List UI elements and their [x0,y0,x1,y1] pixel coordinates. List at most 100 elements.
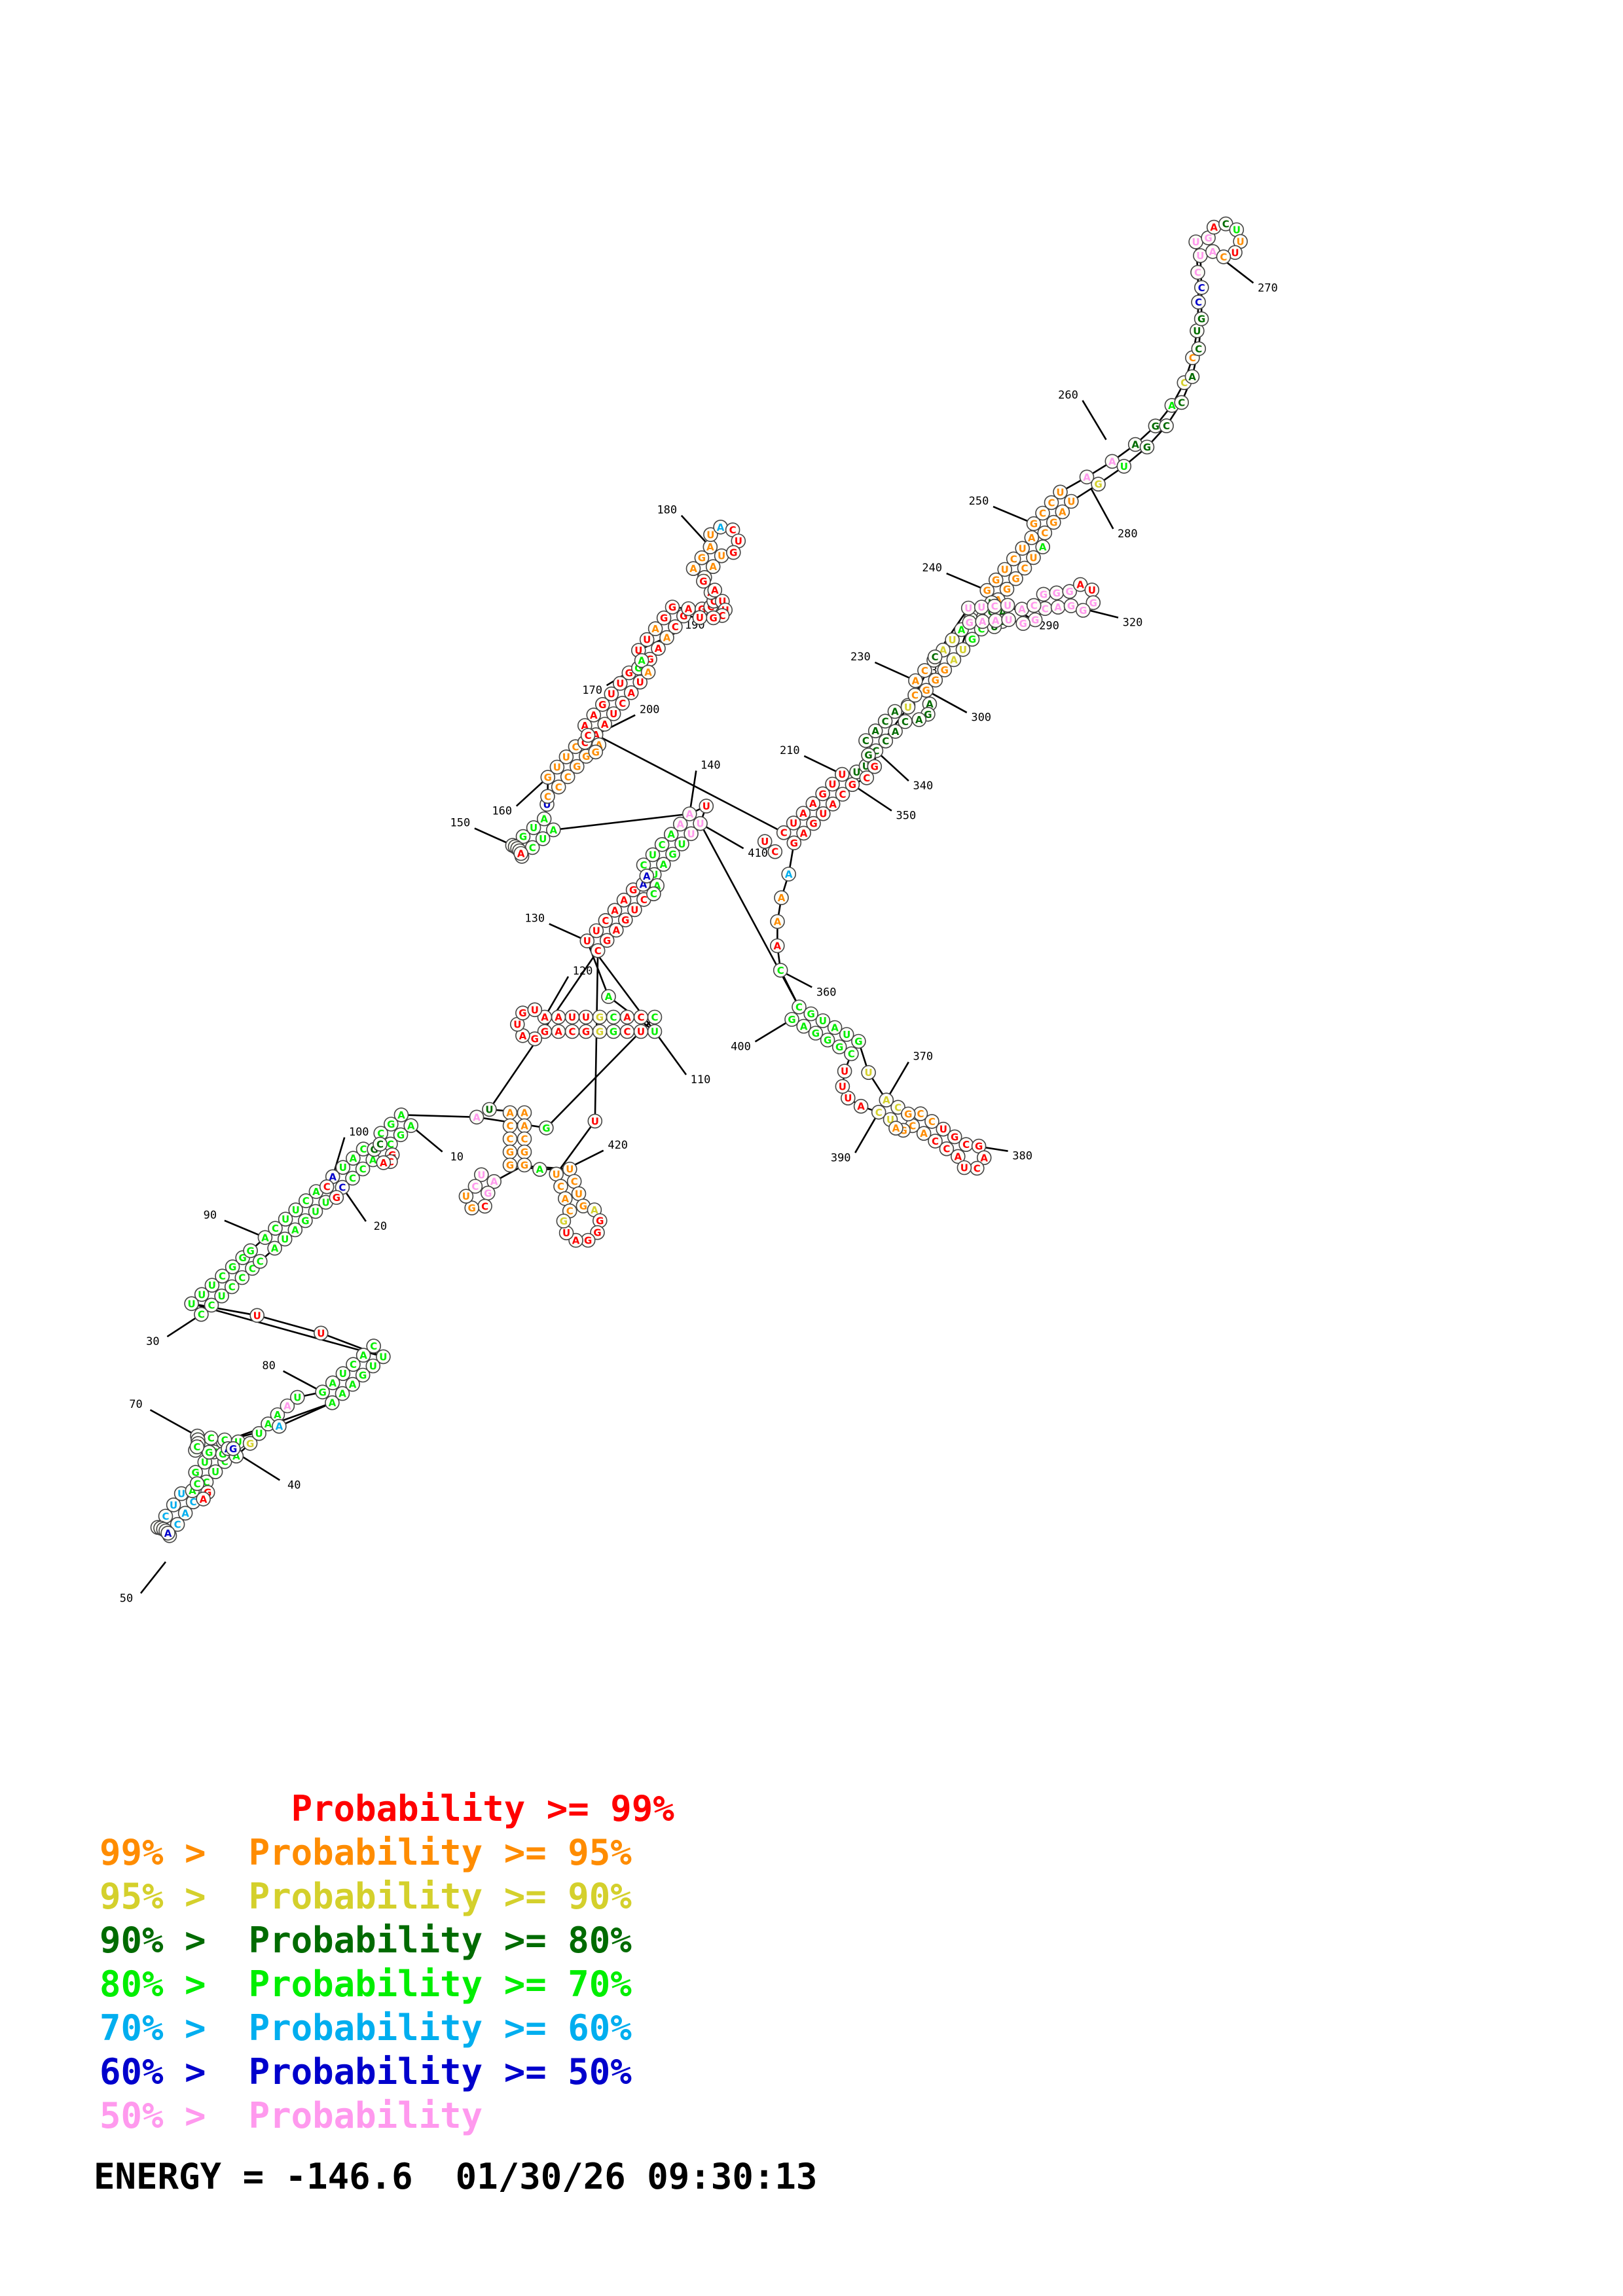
nucleotide-A[interactable] [975,614,990,629]
nucleotide-A[interactable] [805,796,821,811]
nucleotide-A[interactable] [887,704,903,719]
nucleotide-C[interactable] [1216,249,1231,264]
nucleotide-A[interactable] [619,1009,635,1025]
nucleotide-G[interactable] [606,1024,621,1039]
nucleotide-G[interactable] [988,572,1004,588]
nucleotide-U[interactable] [289,1390,305,1405]
nucleotide-C[interactable] [647,1009,663,1025]
nucleotide-A[interactable] [513,846,529,861]
nucleotide-C[interactable] [792,999,807,1014]
nucleotide-U[interactable] [558,749,574,764]
nucleotide-G[interactable] [665,600,680,615]
nucleotide-C[interactable] [958,1137,974,1152]
nucleotide-G[interactable] [502,1157,518,1173]
nucleotide-A[interactable] [393,1107,409,1122]
nucleotide-A[interactable] [888,724,903,739]
rna-structure-svg[interactable]: 30 90 100 20 10 50 40 70 80 110 120 130 140 410 420 150… [0,0,1623,1702]
nucleotide-U[interactable] [535,831,551,846]
nucleotide-G[interactable] [517,1157,532,1173]
nucleotide-C[interactable] [551,780,566,795]
nucleotide-G[interactable] [517,1144,532,1160]
nucleotide-U[interactable] [757,834,773,849]
nucleotide-C[interactable] [878,733,894,749]
nucleotide-U[interactable] [365,1358,381,1374]
nucleotide-U[interactable] [825,776,840,792]
nucleotide-A[interactable] [607,903,623,918]
nucleotide-U[interactable] [214,1288,229,1304]
nucleotide-C[interactable] [502,1118,518,1134]
nucleotide-U[interactable] [647,1024,663,1039]
nucleotide-A[interactable] [796,1018,811,1034]
nucleotide-C[interactable] [1191,295,1206,310]
nucleotide-U[interactable] [562,1161,577,1177]
nucleotide-A[interactable] [640,664,656,680]
nucleotide-G[interactable] [298,1213,313,1229]
nucleotide-A[interactable] [160,1526,175,1541]
nucleotide-A[interactable] [356,1348,371,1363]
nucleotide-G[interactable] [786,835,802,851]
nucleotide-U[interactable] [835,766,850,782]
nucleotide-U[interactable] [699,798,714,814]
nucleotide-U[interactable] [839,1027,854,1042]
nucleotide-G[interactable] [502,1144,518,1160]
nucleotide-G[interactable] [225,1259,240,1274]
nucleotide-C[interactable] [204,1297,219,1313]
nucleotide-G[interactable] [845,777,860,792]
nucleotide-A[interactable] [616,892,632,908]
nucleotide-U[interactable] [571,1186,587,1202]
nucleotide-G[interactable] [694,550,710,565]
nucleotide-G[interactable] [242,1436,258,1451]
nucleotide-A[interactable] [659,630,674,645]
nucleotide-A[interactable] [702,539,718,554]
nucleotide-U[interactable] [549,759,565,775]
nucleotide-G[interactable] [803,1006,818,1022]
nucleotide-G[interactable] [861,747,876,762]
nucleotide-U[interactable] [549,1166,564,1182]
nucleotide-A[interactable] [681,601,696,617]
nucleotide-G[interactable] [592,1213,608,1229]
nucleotide-A[interactable] [536,811,552,827]
nucleotide-C[interactable] [858,733,873,748]
nucleotide-C[interactable] [1035,505,1050,521]
nucleotide-G[interactable] [1085,595,1101,611]
nucleotide-C[interactable] [553,1179,568,1194]
nucleotide-G[interactable] [592,1024,608,1039]
nucleotide-C[interactable] [767,844,783,859]
nucleotide-U[interactable] [627,902,642,918]
nucleotide-G[interactable] [537,1024,553,1039]
nucleotide-U[interactable] [612,675,628,691]
nucleotide-U[interactable] [692,610,708,625]
nucleotide-U[interactable] [277,1231,293,1247]
nucleotide-U[interactable] [1084,583,1100,598]
nucleotide-U[interactable] [1001,612,1016,628]
nucleotide-A[interactable] [1050,600,1066,615]
nucleotide-A[interactable] [376,1155,392,1170]
nucleotide-U[interactable] [335,1366,351,1381]
nucleotide-C[interactable] [1190,264,1205,280]
nucleotide-U[interactable] [526,820,541,835]
nucleotide-A[interactable] [682,806,697,821]
nucleotide-A[interactable] [537,1009,553,1025]
nucleotide-G[interactable] [1139,439,1155,455]
nucleotide-G[interactable] [1026,516,1042,531]
nucleotide-C[interactable] [540,789,555,804]
nucleotide-A[interactable] [267,1240,282,1256]
nucleotide-A[interactable] [867,723,883,738]
nucleotide-A[interactable] [663,827,679,842]
nucleotide-G[interactable] [806,816,821,831]
nucleotide-G[interactable] [696,573,711,589]
nucleotide-U[interactable] [861,1065,876,1080]
nucleotide-U[interactable] [579,933,595,948]
nucleotide-C[interactable] [939,1141,955,1157]
nucleotide-U[interactable] [786,816,801,831]
nucleotide-U[interactable] [684,826,699,842]
nucleotide-C[interactable] [345,1170,360,1186]
nucleotide-C[interactable] [502,1131,518,1147]
nucleotide-C[interactable] [252,1253,268,1269]
nucleotide-A[interactable] [325,1395,340,1410]
nucleotide-C[interactable] [580,728,596,743]
nucleotide-U[interactable] [578,1009,594,1025]
nucleotide-U[interactable] [204,1278,220,1293]
nucleotide-A[interactable] [551,1009,566,1025]
nucleotide-U[interactable] [645,847,661,863]
